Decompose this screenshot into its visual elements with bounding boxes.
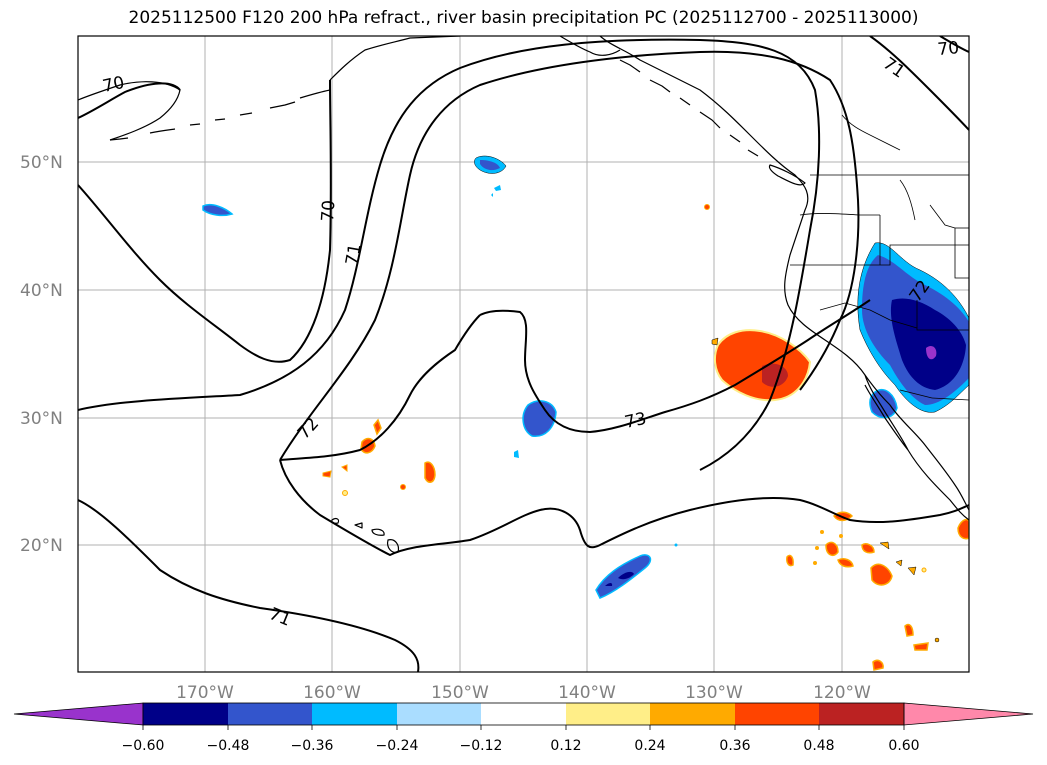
colorbar-segment [143, 703, 228, 725]
colorbar-tick-label: −0.60 [122, 738, 165, 754]
colorbar-tick-label: −0.24 [376, 738, 419, 754]
lat-label-30n: 30°N [20, 409, 63, 429]
lon-label-130w: 130°W [685, 683, 743, 703]
colorbar: −0.60 −0.48 −0.36 −0.24 −0.12 0.12 0.24 … [13, 702, 1034, 754]
lat-label-20n: 20°N [20, 536, 63, 556]
colorbar-segment [650, 703, 735, 725]
colorbar-segment [566, 703, 650, 725]
contour-label: 71 [342, 242, 365, 267]
colorbar-tick-label: 0.24 [634, 738, 665, 754]
map-border [77, 35, 970, 673]
colorbar-under-arrow [13, 702, 144, 726]
lon-label-120w: 120°W [813, 683, 871, 703]
lon-axis: 170°W 160°W 150°W 140°W 130°W 120°W [176, 683, 871, 703]
lon-label-160w: 160°W [303, 683, 361, 703]
colorbar-tick-label: −0.48 [207, 738, 250, 754]
colorbar-segment [735, 703, 819, 725]
colorbar-tick-label: 0.36 [719, 738, 750, 754]
colorbar-over-arrow [903, 702, 1034, 726]
precip-shading [202, 155, 969, 671]
colorbar-tick-label: 0.48 [803, 738, 834, 754]
map-frame [78, 36, 969, 672]
colorbar-tick-label: 0.60 [888, 738, 919, 754]
lon-label-150w: 150°W [431, 683, 489, 703]
map-title: 2025112500 F120 200 hPa refract., river … [128, 8, 919, 28]
contour-label: 70 [937, 38, 960, 60]
contour-label: 70 [101, 73, 126, 97]
contour-label: 73 [623, 409, 648, 433]
colorbar-segment [312, 703, 397, 725]
colorbar-segment [397, 703, 481, 725]
lat-label-50n: 50°N [20, 153, 63, 173]
borders [790, 114, 969, 401]
colorbar-tick-label: 0.12 [550, 738, 581, 754]
colorbar-segment [481, 703, 566, 725]
colorbar-segment [228, 703, 312, 725]
colorbar-tick-label: −0.12 [460, 738, 503, 754]
lat-label-40n: 40°N [20, 281, 63, 301]
lat-axis: 50°N 40°N 30°N 20°N [20, 153, 63, 556]
colorbar-segment [819, 703, 904, 725]
coastlines [78, 36, 969, 553]
lon-label-140w: 140°W [558, 683, 616, 703]
refractivity-contours [78, 36, 969, 672]
lon-label-170w: 170°W [176, 683, 234, 703]
contour-label: 70 [318, 199, 339, 222]
colorbar-tick-label: −0.36 [291, 738, 334, 754]
